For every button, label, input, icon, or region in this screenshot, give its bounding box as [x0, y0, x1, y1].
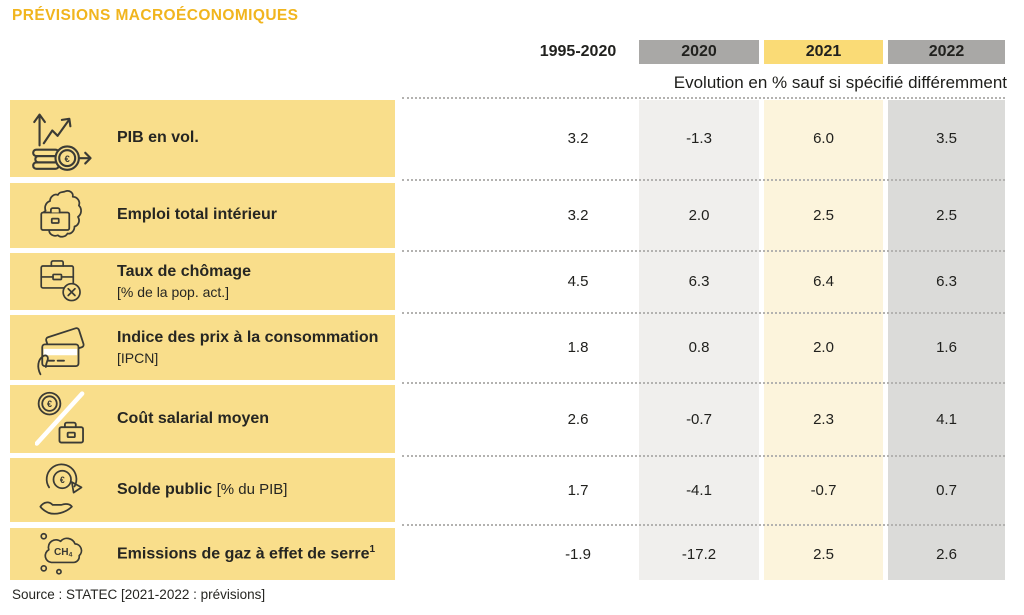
cell-value: -4.1 [686, 481, 712, 499]
row-separator-dots [402, 312, 1005, 314]
source-note: Source : STATEC [2021-2022 : prévisions] [12, 587, 266, 602]
cell-value: 2.5 [936, 207, 957, 224]
row-label: Coût salarial moyen [117, 409, 270, 427]
row-label: PIB en vol. [117, 129, 199, 147]
page-title: PRÉVISIONS MACROÉCONOMIQUES [12, 7, 299, 24]
euro-per-briefcase-icon: € [10, 385, 117, 453]
cell-value: 1.6 [936, 339, 957, 356]
row-sublabel-inline: [% du PIB] [216, 480, 288, 498]
row-separator-dots [402, 524, 1005, 526]
cell-value: 2.6 [567, 410, 589, 428]
cell-value: 0.7 [936, 481, 957, 499]
column-header-2022: 2022 [888, 40, 1005, 64]
row-separator-dots [402, 250, 1005, 252]
column-header-1995-2020: 1995-2020 [539, 43, 617, 60]
cell-value: 4.1 [936, 410, 957, 428]
cell-value: 2.0 [813, 339, 834, 356]
row-label: Indice des prix à la consommation [117, 329, 379, 347]
table-row: Emploi total intérieur [10, 183, 395, 248]
row-separator-dots [402, 179, 1005, 181]
cell-value: 3.2 [567, 130, 589, 147]
cell-value: -1.3 [686, 130, 712, 147]
cell-value: 3.5 [936, 130, 957, 147]
units-subtitle: Evolution en % sauf si spécifié différem… [673, 73, 1007, 92]
hand-euro-arrow-icon: € [10, 458, 117, 522]
cell-value: 4.5 [567, 273, 589, 290]
footnote-marker: 1 [369, 544, 376, 556]
cell-value: 0.8 [688, 339, 710, 356]
row-separator-dots [402, 382, 1005, 384]
row-label-text: Emissions de gaz à effet de serre [117, 545, 370, 563]
row-separator-dots [402, 97, 1005, 99]
hand-credit-cards-icon [10, 315, 117, 380]
cell-value: 6.0 [813, 130, 834, 147]
cell-value: 6.4 [813, 273, 834, 290]
briefcase-map-icon [10, 183, 117, 248]
cell-value: 1.8 [567, 339, 589, 356]
column-header-2021: 2021 [764, 40, 883, 64]
cell-value: 1.7 [567, 481, 589, 499]
svg-text:CH4: CH4 [53, 547, 72, 559]
svg-text:€: € [59, 475, 64, 485]
svg-text:€: € [64, 153, 70, 164]
column-header-2020: 2020 [639, 40, 759, 64]
row-separator-dots [402, 455, 1005, 457]
cell-value: -17.2 [681, 545, 717, 563]
cell-value: 2.3 [813, 410, 834, 428]
table-row: € PIB en vol. [10, 100, 395, 177]
cell-value: 2.6 [936, 545, 957, 563]
table-row: CH4 Emissions de gaz à effet de serre1 [10, 528, 395, 580]
cell-value: 2.5 [813, 207, 834, 224]
row-sublabel: [% de la pop. act.] [117, 283, 230, 300]
row-label: Solde public [% du PIB] [117, 481, 387, 499]
row-label: Emissions de gaz à effet de serre1 [117, 544, 387, 564]
cell-value: 2.5 [813, 545, 834, 563]
row-label: Taux de chômage [117, 263, 251, 281]
table-row: € Coût salarial moyen [10, 385, 395, 453]
cell-value: 6.3 [688, 273, 710, 290]
row-label: Emploi total intérieur [117, 206, 278, 224]
gdp-growth-coins-icon: € [10, 100, 117, 177]
cell-value: -0.7 [686, 410, 712, 428]
svg-text:€: € [46, 399, 51, 409]
cell-value: 3.2 [567, 207, 589, 224]
table-row: Indice des prix à la consommation [IPCN] [10, 315, 395, 380]
table-row: € Solde public [% du PIB] [10, 458, 395, 522]
cell-value: 2.0 [688, 207, 710, 224]
row-label-text: Solde public [117, 480, 213, 498]
cell-value: -1.9 [565, 545, 591, 563]
briefcase-cross-icon [10, 253, 117, 310]
cell-value: -0.7 [810, 481, 837, 499]
cell-value: 6.3 [936, 273, 957, 290]
table-row: Taux de chômage [% de la pop. act.] [10, 253, 395, 310]
methane-cloud-icon: CH4 [10, 528, 117, 580]
row-sublabel: [IPCN] [117, 349, 159, 366]
